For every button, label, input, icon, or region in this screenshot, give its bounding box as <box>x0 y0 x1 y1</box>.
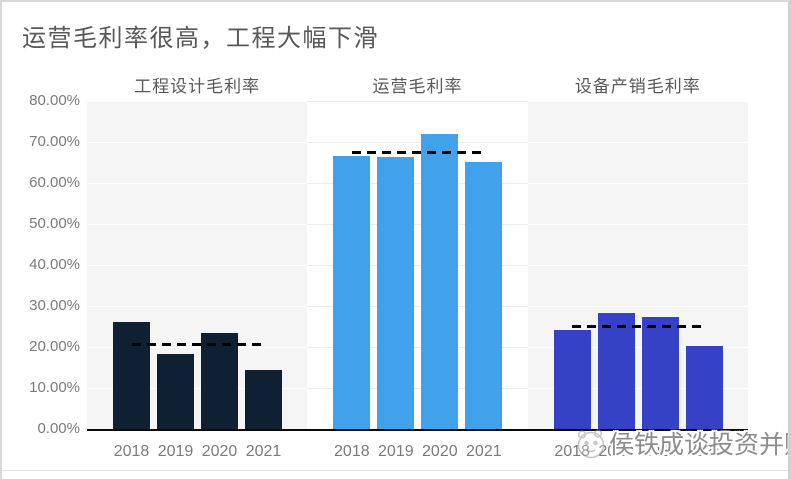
bar-2020-panel1 <box>201 332 238 429</box>
x-axis-tick-label: 2020 <box>642 443 678 460</box>
chart-title: 运营毛利率很高，工程大幅下滑 <box>22 25 379 52</box>
y-axis-tick-label: 70.00% <box>29 133 80 150</box>
bar-2018-panel1 <box>113 322 150 429</box>
gridline <box>527 183 748 184</box>
x-axis-line <box>87 429 748 431</box>
bar-2021-panel1 <box>245 369 282 429</box>
average-dashed-line <box>572 325 705 328</box>
y-axis-tick-label: 80.00% <box>29 92 80 109</box>
gridline <box>87 265 308 266</box>
y-axis-tick-label: 30.00% <box>29 297 80 314</box>
panel-band-3 <box>527 101 748 429</box>
y-axis-tick-label: 0.00% <box>37 420 80 437</box>
panel-band-1 <box>87 101 308 429</box>
gridline <box>527 306 748 307</box>
x-axis-tick-label: 2018 <box>554 443 590 460</box>
y-axis-tick-label: 60.00% <box>29 174 80 191</box>
gridline <box>87 183 308 184</box>
bar-2019-panel2 <box>377 156 415 429</box>
panel-band-2 <box>307 101 528 429</box>
bar-2019-panel3 <box>597 312 635 429</box>
gridline <box>87 347 308 348</box>
bar-2018-panel2 <box>333 156 371 429</box>
x-axis-tick-label: 2018 <box>113 443 150 460</box>
x-axis-tick-label: 2019 <box>157 443 194 460</box>
x-axis-tick-label: 2020 <box>201 443 238 460</box>
x-axis-tick-label: 2021 <box>686 443 722 460</box>
gridline <box>527 101 748 102</box>
x-axis-tick-label: 2018 <box>334 443 370 460</box>
gridline <box>87 142 308 143</box>
gridline <box>527 347 748 348</box>
gridline <box>307 142 528 143</box>
bar-2019-panel1 <box>157 353 194 429</box>
gridline <box>527 265 748 266</box>
y-axis-tick-label: 20.00% <box>29 338 80 355</box>
x-axis-tick-label: 2019 <box>598 443 634 460</box>
gridline <box>527 142 748 143</box>
y-axis-tick-label: 50.00% <box>29 215 80 232</box>
average-dashed-line <box>351 150 484 154</box>
gridline <box>307 183 528 184</box>
gridline <box>307 265 528 266</box>
gridline <box>87 306 308 307</box>
panel-label-3: 设备产销毛利率 <box>574 77 701 96</box>
x-axis-tick-label: 2019 <box>378 443 414 460</box>
gridline <box>307 306 528 307</box>
bar-2021-panel2 <box>465 162 503 429</box>
gridline <box>87 224 308 225</box>
y-axis-tick-label: 40.00% <box>29 256 80 273</box>
gridline <box>87 388 308 389</box>
x-axis-tick-label: 2021 <box>245 443 282 460</box>
panel-label-1: 工程设计毛利率 <box>134 77 261 96</box>
gridline <box>307 101 528 102</box>
bottom-divider <box>2 470 788 471</box>
gridline <box>527 388 748 389</box>
gridline <box>527 224 748 225</box>
gridline <box>307 224 528 225</box>
gridline <box>87 101 308 102</box>
bar-2021-panel3 <box>685 345 723 429</box>
x-axis-tick-label: 2021 <box>466 443 502 460</box>
y-axis-tick-label: 10.00% <box>29 379 80 396</box>
bar-2020-panel3 <box>641 317 679 429</box>
average-dashed-line <box>131 343 264 347</box>
gridline <box>307 388 528 389</box>
bar-2018-panel3 <box>553 329 591 429</box>
bar-2020-panel2 <box>421 134 459 429</box>
gridline <box>307 347 528 348</box>
panel-label-2: 运营毛利率 <box>372 77 463 96</box>
x-axis-tick-label: 2020 <box>422 443 458 460</box>
